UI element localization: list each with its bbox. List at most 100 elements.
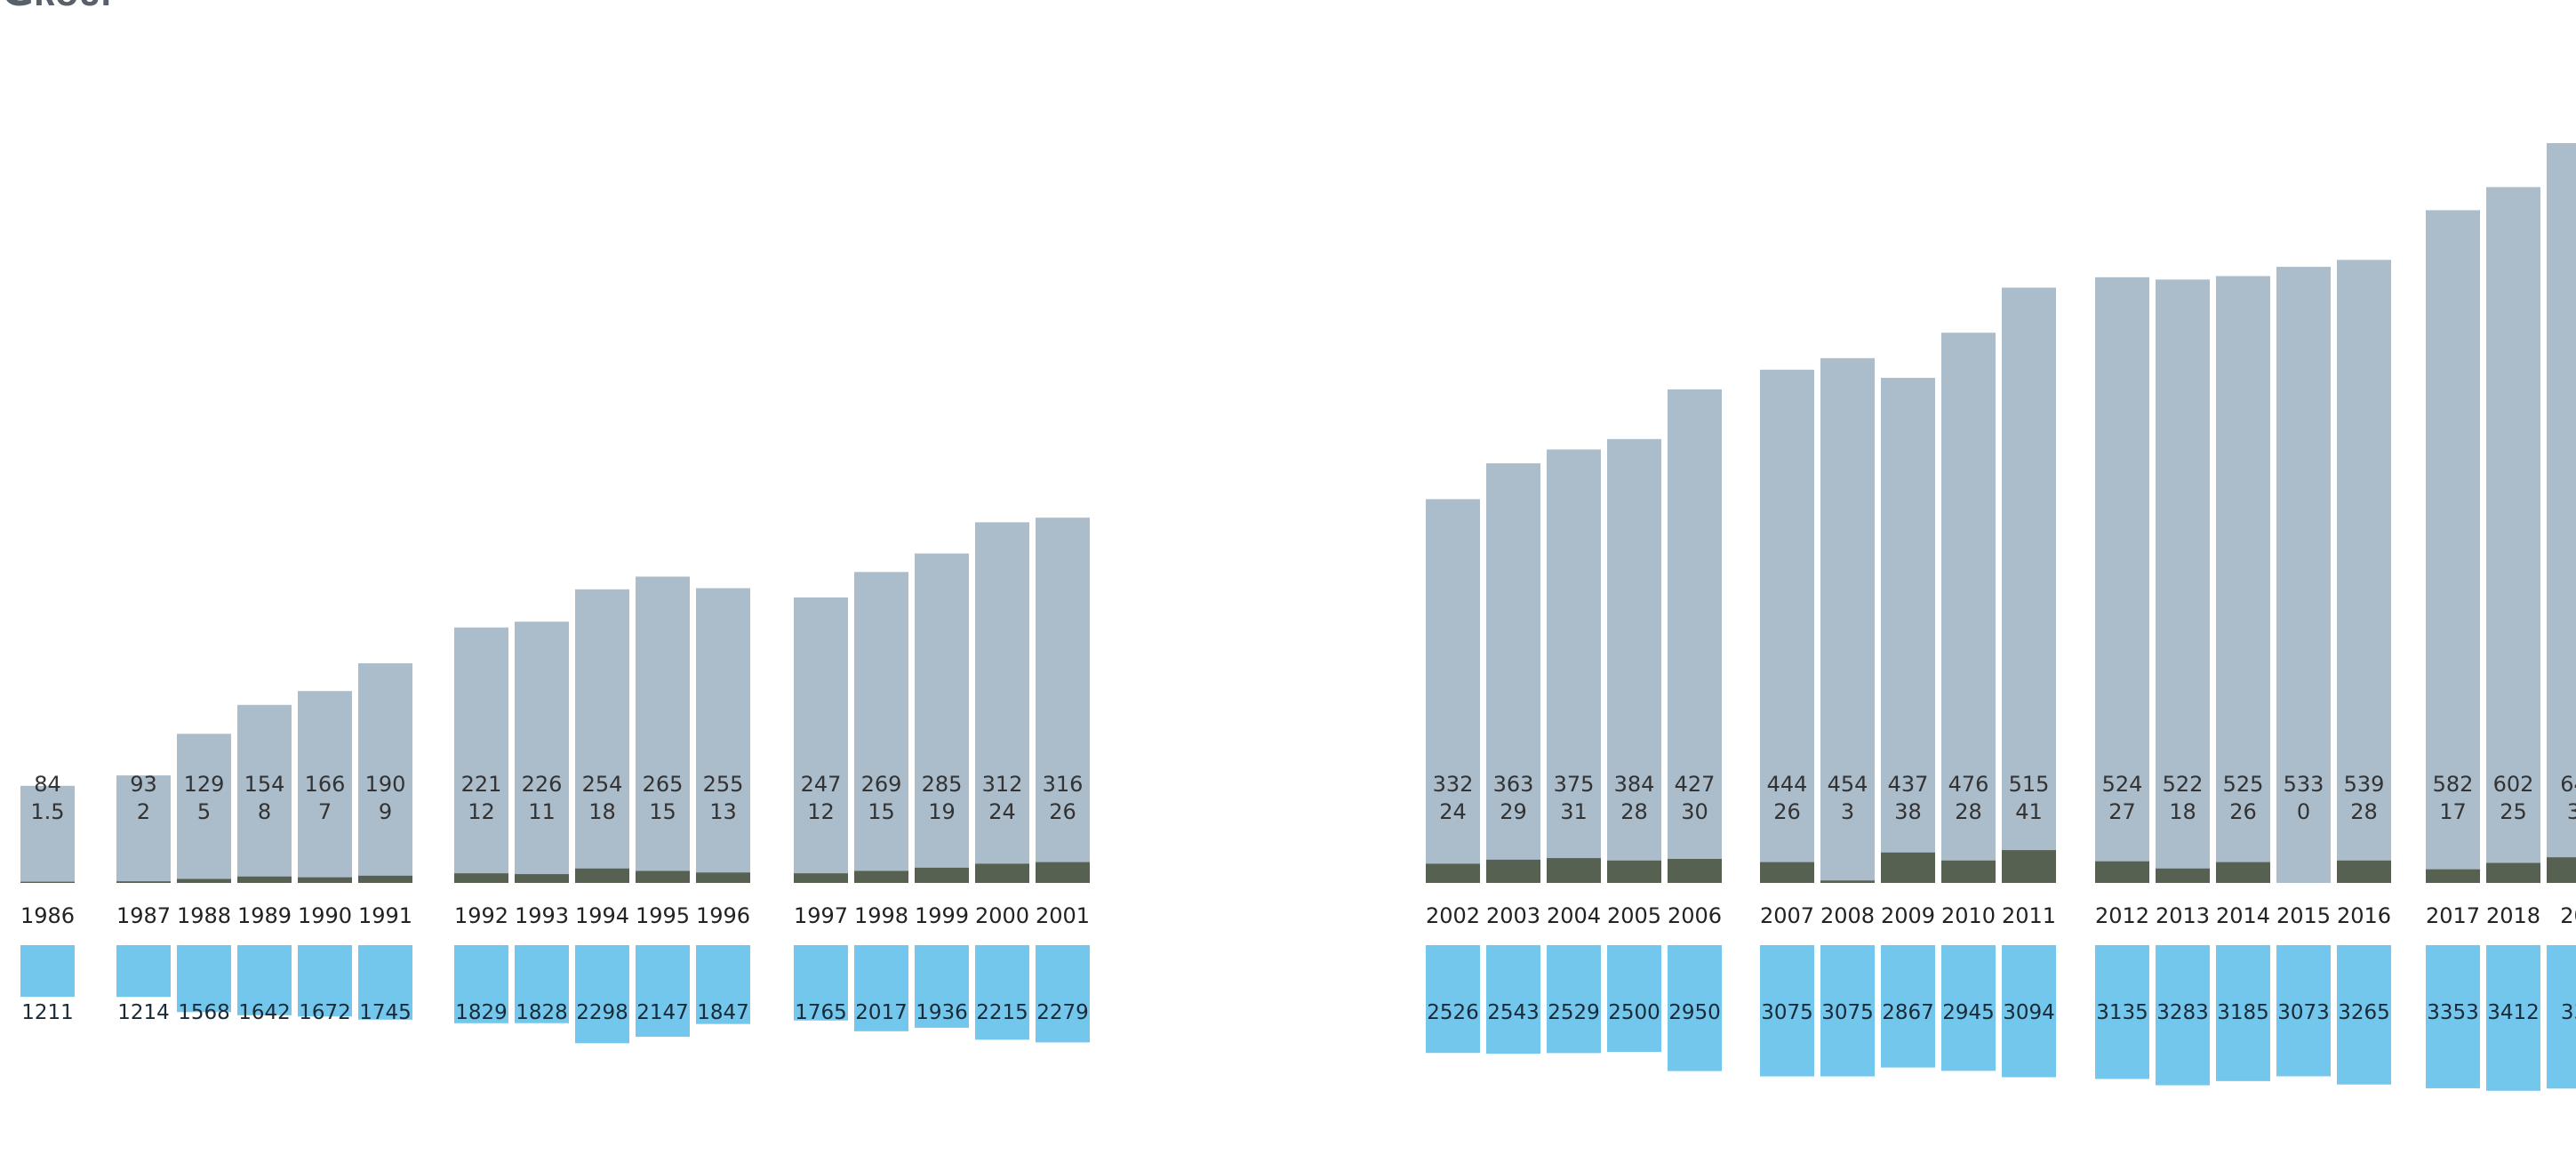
profit-bar — [237, 876, 292, 883]
year-label: 1987 — [116, 903, 171, 928]
profit-bar — [1820, 880, 1875, 883]
year-label: 1995 — [636, 903, 690, 928]
total-bar — [2216, 276, 2270, 883]
employees-value-label: 1642 — [238, 1001, 291, 1024]
total-bar — [2156, 279, 2210, 883]
profit-value-label: 15 — [649, 799, 676, 824]
total-bar — [1607, 438, 1661, 883]
employees-value-label: 3073 — [2277, 1001, 2330, 1024]
year-label: 2018 — [2486, 903, 2540, 928]
year-label: 1993 — [515, 903, 569, 928]
profit-bar — [2095, 861, 2149, 883]
employees-value-label: 3412 — [2487, 1001, 2540, 1024]
employees-bar — [177, 945, 231, 1013]
employees-bar — [1881, 945, 1935, 1068]
year-label: 1986 — [20, 903, 75, 928]
chart-title: Group — [2, 0, 121, 15]
employees-bar — [1486, 945, 1540, 1055]
employees-bar — [298, 945, 352, 1017]
employees-bar — [20, 945, 75, 998]
employees-value-label: 2526 — [1427, 1001, 1479, 1024]
profit-bar — [2002, 850, 2056, 883]
total-bar — [20, 785, 75, 883]
total-bar — [854, 572, 908, 883]
profit-bar — [1547, 858, 1601, 883]
profit-bar — [1760, 862, 1814, 883]
bars-layer: 841.519861211932198712141295198815681548… — [20, 143, 2576, 1091]
total-bar — [298, 691, 352, 883]
year-label: 1994 — [575, 903, 629, 928]
employees-bar — [454, 945, 508, 1023]
employees-bar — [2095, 945, 2149, 1079]
employees-value-label: 1672 — [299, 1001, 351, 1024]
profit-bar — [515, 874, 569, 883]
profit-bar — [2547, 857, 2576, 883]
employees-value-label: 2945 — [1942, 1001, 1995, 1024]
profit-value-label: 12 — [468, 799, 495, 824]
employees-bar — [2276, 945, 2331, 1077]
employees-value-label: 1214 — [117, 1001, 170, 1024]
profit-value-label: 15 — [868, 799, 895, 824]
total-bar — [636, 576, 690, 883]
year-label: 2006 — [1668, 903, 1722, 928]
total-value-label: 316 — [1043, 772, 1084, 797]
employees-bar — [1036, 945, 1090, 1043]
year-label: 1998 — [854, 903, 908, 928]
employees-bar — [915, 945, 969, 1028]
year-label: 2014 — [2216, 903, 2270, 928]
profit-value-label: 25 — [2500, 799, 2527, 824]
total-value-label: 312 — [982, 772, 1023, 797]
year-label: 2005 — [1607, 903, 1661, 928]
total-value-label: 255 — [703, 772, 744, 797]
total-bar — [1486, 463, 1540, 883]
profit-bar — [298, 877, 352, 883]
total-value-label: 427 — [1675, 772, 1716, 797]
profit-bar — [358, 875, 412, 883]
year-label: 2011 — [2002, 903, 2056, 928]
total-bar — [2002, 287, 2056, 883]
employees-value-label: 1568 — [178, 1001, 230, 1024]
total-value-label: 254 — [582, 772, 623, 797]
employees-value-label: 1745 — [359, 1001, 412, 1024]
total-bar — [575, 589, 629, 883]
total-bar — [1941, 333, 1996, 883]
profit-bar — [1426, 863, 1480, 883]
profit-value-label: 18 — [588, 799, 616, 824]
total-bar — [1760, 369, 1814, 883]
employees-value-label: 2017 — [855, 1001, 908, 1024]
total-value-label: 533 — [2284, 772, 2324, 797]
profit-value-label: 27 — [2108, 799, 2136, 824]
profit-bar — [2216, 862, 2270, 883]
employees-bar — [636, 945, 690, 1038]
profit-bar — [177, 878, 231, 883]
year-label: 2013 — [2156, 903, 2210, 928]
year-label: 2004 — [1547, 903, 1601, 928]
employees-bar — [1760, 945, 1814, 1077]
year-label: 2010 — [1941, 903, 1996, 928]
employees-bar — [1547, 945, 1601, 1054]
employees-bar — [2156, 945, 2210, 1086]
profit-value-label: 3 — [2567, 799, 2576, 824]
total-value-label: 525 — [2223, 772, 2264, 797]
profit-value-label: 3 — [1841, 799, 1854, 824]
total-bar — [915, 553, 969, 883]
employees-value-label: 3094 — [2003, 1001, 2055, 1024]
profit-bar — [636, 870, 690, 883]
year-label: 2015 — [2276, 903, 2331, 928]
total-value-label: 190 — [365, 772, 406, 797]
total-value-label: 221 — [461, 772, 502, 797]
profit-value-label: 2 — [137, 799, 150, 824]
profit-bar — [1486, 859, 1540, 883]
employees-bar — [116, 945, 171, 998]
profit-bar — [116, 881, 171, 883]
profit-value-label: 28 — [1955, 799, 1982, 824]
employees-value-label: 1829 — [455, 1001, 508, 1024]
profit-bar — [454, 873, 508, 883]
total-value-label: 265 — [643, 772, 684, 797]
total-value-label: 226 — [522, 772, 563, 797]
employees-bar — [2216, 945, 2270, 1081]
year-label: 2003 — [1486, 903, 1540, 928]
total-value-label: 84 — [34, 772, 61, 797]
profit-bar — [2486, 862, 2540, 883]
